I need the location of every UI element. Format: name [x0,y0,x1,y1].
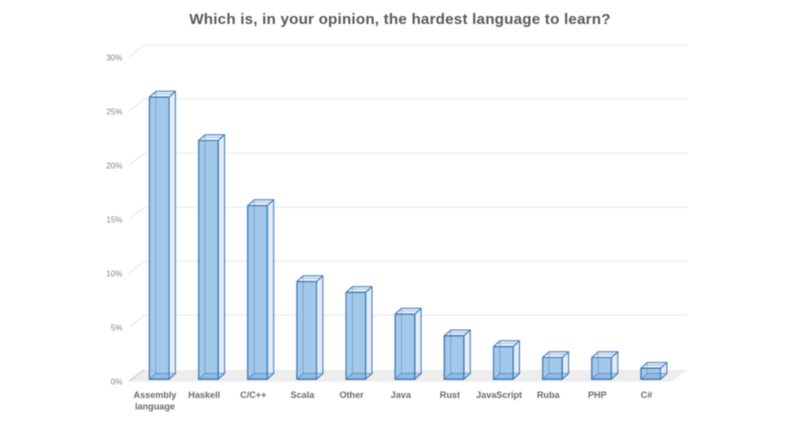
svg-text:15%: 15% [106,215,122,224]
svg-text:C#: C# [641,390,653,400]
svg-text:30%: 30% [106,53,122,62]
svg-text:10%: 10% [106,269,122,278]
svg-text:language: language [135,402,175,412]
svg-text:Ruba: Ruba [537,390,561,400]
svg-text:5%: 5% [111,324,123,333]
svg-text:20%: 20% [106,161,122,170]
svg-text:Rust: Rust [440,390,460,400]
svg-text:Haskell: Haskell [188,390,220,400]
svg-text:PHP: PHP [588,390,607,400]
svg-text:JavaScript: JavaScript [476,390,522,400]
svg-text:C/C++: C/C++ [240,390,266,400]
svg-text:Assembly: Assembly [134,390,178,400]
svg-text:Other: Other [339,390,364,400]
svg-text:Scala: Scala [291,390,316,400]
svg-text:25%: 25% [106,107,122,116]
svg-text:0%: 0% [111,378,123,387]
svg-text:Java: Java [391,390,412,400]
